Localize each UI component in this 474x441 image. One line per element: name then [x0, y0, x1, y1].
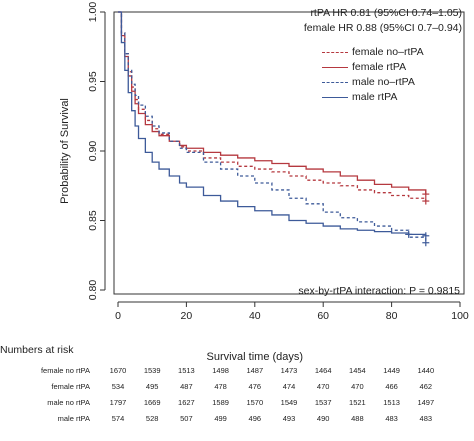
- risk-cell: 496: [248, 414, 262, 423]
- x-tick-label: 80: [386, 310, 398, 322]
- legend-label: female rtPA: [352, 61, 407, 73]
- interaction-annotation: sex-by-rtPA interaction: P = 0.9815: [298, 285, 460, 297]
- legend-item-male-rtpa: male rtPA: [322, 90, 462, 105]
- risk-cell: 1627: [178, 398, 195, 407]
- risk-cell: 488: [351, 414, 364, 423]
- x-tick-label: 40: [249, 310, 261, 322]
- risk-cell: 1497: [417, 398, 435, 407]
- risk-cell: 1513: [178, 366, 195, 375]
- risk-cell: 528: [145, 414, 159, 423]
- risk-cell: 574: [111, 414, 125, 423]
- risk-cell: 1549: [280, 398, 298, 407]
- legend-label: female no–rtPA: [352, 46, 424, 58]
- risk-cell: 1797: [109, 398, 127, 407]
- legend-swatch: [322, 82, 348, 83]
- risk-row-label: male rtPA: [57, 414, 90, 423]
- legend-item-male-no-rtpa: male no–rtPA: [322, 75, 462, 90]
- risk-cell: 493: [282, 414, 296, 423]
- risk-row-label: female rtPA: [51, 382, 90, 391]
- risk-cell: 490: [316, 414, 330, 423]
- risk-cell: 487: [180, 382, 193, 391]
- y-tick-label: 0.90: [87, 141, 99, 162]
- risk-cell: 1670: [109, 366, 127, 375]
- legend: female no–rtPA female rtPA male no–rtPA …: [322, 45, 462, 105]
- risk-cell: 1570: [246, 398, 264, 407]
- risk-row: male no rtPA 1797 1669 1627 1589 1570 1549 1537…: [0, 398, 474, 414]
- x-tick-label: 20: [181, 310, 193, 322]
- risk-cell: 483: [385, 414, 398, 423]
- risk-cell: 495: [145, 382, 159, 391]
- legend-item-female-rtpa: female rtPA: [322, 60, 462, 75]
- y-tick-label: 0.95: [87, 71, 99, 92]
- curve-female-no-rtpa: [118, 11, 427, 202]
- curve-male-rtpa: [118, 11, 427, 236]
- risk-cell: 470: [351, 382, 364, 391]
- x-axis-label: Survival time (days): [207, 351, 304, 363]
- risk-row-label: male no rtPA: [47, 398, 90, 407]
- risk-cell: 1487: [246, 366, 264, 375]
- risk-cell: 466: [385, 382, 398, 391]
- risk-cell: 1498: [212, 366, 229, 375]
- legend-swatch: [322, 52, 348, 53]
- risk-cell: 1521: [349, 398, 366, 407]
- risk-cell: 1537: [314, 398, 332, 407]
- risk-row: male rtPA 574 528 507 499 496 493 490 488 483 483: [0, 414, 474, 430]
- risk-cell: 1440: [417, 366, 435, 375]
- risk-cell: 499: [214, 414, 227, 423]
- risk-cell: 476: [248, 382, 262, 391]
- risk-cell: 1473: [280, 366, 298, 375]
- x-tick-label: 60: [317, 310, 329, 322]
- hr-female-annotation: female HR 0.88 (95%CI 0.7–0.94): [303, 22, 462, 34]
- x-tick-label: 0: [115, 310, 121, 322]
- risk-cell: 1464: [314, 366, 332, 375]
- risk-cell: 534: [111, 382, 125, 391]
- legend-swatch: [322, 97, 348, 98]
- y-tick-label: 0.80: [87, 280, 99, 301]
- risk-cell: 478: [214, 382, 227, 391]
- y-axis-label: Probability of Survival: [59, 98, 71, 204]
- risk-cell: 483: [419, 414, 433, 423]
- risk-row: female rtPA 534 495 487 478 476 474 470 470 466 46…: [0, 382, 474, 398]
- risk-cell: 474: [282, 382, 296, 391]
- chart-axes: 0 20 40 60 80 100 Survival time (days) 0.80 0.85…: [59, 2, 469, 363]
- legend-label: male rtPA: [352, 91, 398, 103]
- x-tick-label: 100: [451, 310, 469, 322]
- risk-row-label: female no rtPA: [40, 366, 90, 375]
- risk-row: female no rtPA 1670 1539 1513 1498 1487 1473 14…: [0, 366, 474, 382]
- risk-cell: 1539: [143, 366, 161, 375]
- y-tick-label: 0.85: [87, 210, 99, 231]
- legend-label: male no–rtPA: [352, 76, 415, 88]
- legend-swatch: [322, 67, 348, 68]
- risk-cell: 1589: [212, 398, 229, 407]
- legend-item-female-no-rtpa: female no–rtPA: [322, 45, 462, 60]
- y-tick-label: 1.00: [87, 2, 99, 23]
- risk-cell: 507: [180, 414, 193, 423]
- risk-cell: 1454: [349, 366, 366, 375]
- survival-curves: [118, 11, 430, 247]
- risk-cell: 1449: [383, 366, 400, 375]
- risk-cell: 462: [419, 382, 433, 391]
- curve-male-no-rtpa: [118, 11, 427, 243]
- risk-table-title: Numbers at risk: [0, 344, 74, 356]
- plot-frame: [113, 11, 465, 295]
- risk-cell: 1513: [383, 398, 400, 407]
- hr-rtpa-annotation: rtPA HR 0.81 (95%CI 0.74–1.05): [310, 7, 462, 19]
- risk-cell: 1669: [143, 398, 161, 407]
- risk-cell: 470: [316, 382, 330, 391]
